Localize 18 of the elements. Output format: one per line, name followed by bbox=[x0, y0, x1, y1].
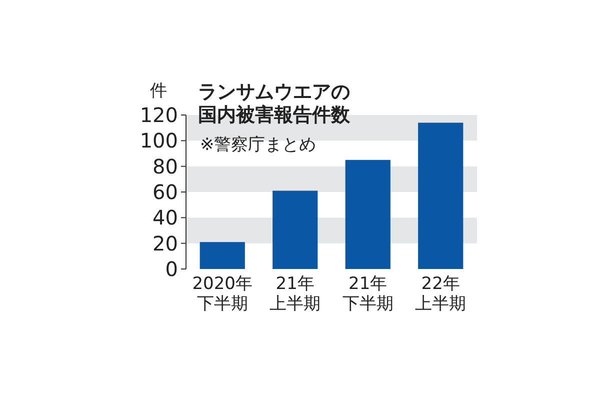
text: ※警察庁まとめ bbox=[200, 135, 316, 155]
bar bbox=[200, 242, 245, 269]
y-tick-label: 40 bbox=[152, 206, 178, 230]
x-tick-label: 2020年下半期 bbox=[192, 274, 253, 314]
chart-title: ランサムウエアの国内被害報告件数 bbox=[198, 81, 351, 126]
y-tick-label: 120 bbox=[140, 103, 178, 127]
bar bbox=[418, 122, 464, 269]
x-tick-label: 21年下半期 bbox=[342, 274, 394, 314]
y-tick-label: 0 bbox=[165, 257, 178, 281]
x-tick-label: 22年上半期 bbox=[415, 274, 466, 314]
y-axis-title: 件 bbox=[150, 81, 167, 101]
y-tick-label: 60 bbox=[152, 180, 178, 204]
y-tick-label: 100 bbox=[140, 128, 178, 153]
y-tick-label: 80 bbox=[152, 154, 178, 178]
y-tick-label: 20 bbox=[152, 231, 178, 256]
x-tick-label: 21年上半期 bbox=[270, 274, 321, 314]
bar bbox=[272, 190, 318, 269]
bar bbox=[345, 160, 390, 269]
